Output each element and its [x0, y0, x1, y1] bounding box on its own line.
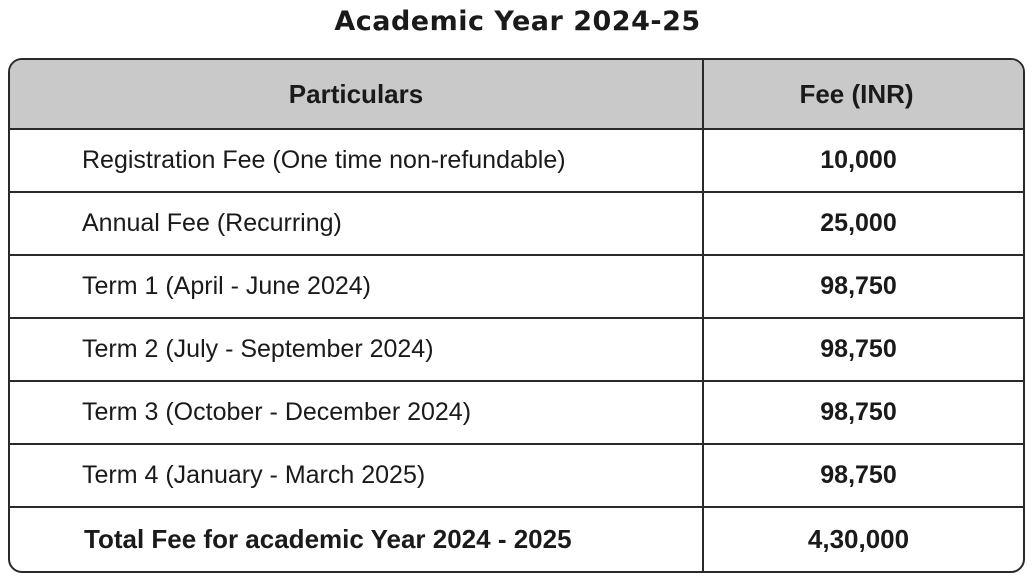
table-row: Term 4 (January - March 2025) 98,750	[10, 445, 1023, 508]
table-header-row: Particulars Fee (INR)	[10, 60, 1023, 130]
column-header-fee: Fee (INR)	[799, 78, 914, 109]
fee-cell: 98,750	[820, 398, 897, 426]
particular-cell: Annual Fee (Recurring)	[10, 193, 704, 254]
table-row: Term 2 (July - September 2024) 98,750	[10, 319, 1023, 382]
table-row: Registration Fee (One time non-refundabl…	[10, 130, 1023, 193]
fee-cell: 98,750	[820, 461, 897, 489]
particular-cell: Term 4 (January - March 2025)	[10, 445, 704, 506]
fee-cell: 98,750	[820, 272, 897, 300]
fee-cell: 10,000	[820, 146, 897, 174]
page-title: Academic Year 2024-25	[334, 6, 701, 37]
particular-cell: Term 3 (October - December 2024)	[10, 382, 704, 443]
column-header-particulars: Particulars	[10, 60, 704, 128]
table-row: Annual Fee (Recurring) 25,000	[10, 193, 1023, 256]
total-label-cell: Total Fee for academic Year 2024 - 2025	[10, 508, 704, 571]
fee-cell: 25,000	[820, 209, 897, 237]
total-fee-cell: 4,30,000	[807, 524, 910, 554]
fee-cell: 98,750	[820, 335, 897, 363]
table-row: Term 3 (October - December 2024) 98,750	[10, 382, 1023, 445]
fee-table: Particulars Fee (INR) Registration Fee (…	[8, 58, 1025, 573]
particular-cell: Term 2 (July - September 2024)	[10, 319, 704, 380]
particular-cell: Registration Fee (One time non-refundabl…	[10, 130, 704, 191]
table-row: Term 1 (April - June 2024) 98,750	[10, 256, 1023, 319]
table-total-row: Total Fee for academic Year 2024 - 2025 …	[10, 508, 1023, 571]
particular-cell: Term 1 (April - June 2024)	[10, 256, 704, 317]
